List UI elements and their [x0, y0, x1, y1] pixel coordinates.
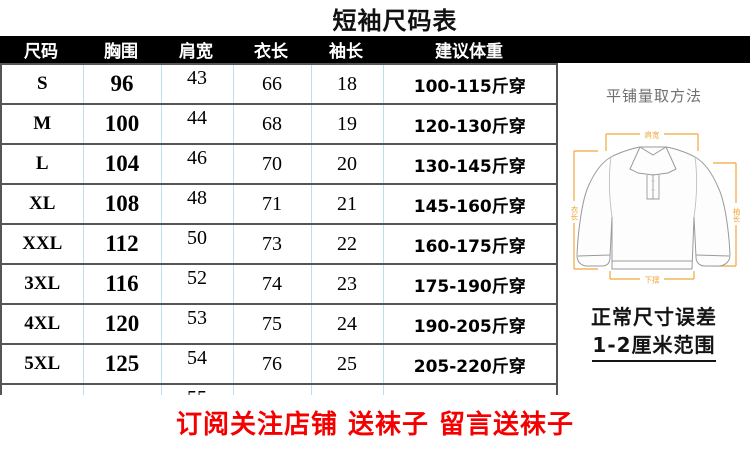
cell-shoulder: 44 [160, 103, 234, 144]
cell-size: 5XL [0, 343, 84, 384]
button-placket [646, 175, 660, 200]
collar [629, 146, 677, 176]
tolerance-note: 正常尺寸误差 1-2厘米范围 [558, 303, 750, 362]
sleeve-label-bg [731, 203, 742, 225]
table-header-bar [0, 36, 750, 63]
promo-banner-text: 订阅关注店铺 送袜子 留言送袜子 [175, 410, 575, 440]
cell-shoulder: 43 [160, 63, 234, 104]
shoulder-label-bg [640, 129, 664, 139]
column-header-weight: 建议体重 [435, 42, 503, 62]
cell-shoulder: 46 [160, 143, 234, 184]
cell-shoulder: 52 [160, 263, 234, 304]
cell-sleeve: 23 [310, 263, 384, 304]
polo-shirt-outline [576, 146, 731, 270]
column-header-sleeve: 袖长 [329, 42, 363, 62]
cell-sleeve: 24 [310, 303, 384, 344]
cell-size: S [0, 63, 84, 104]
cell-size: 4XL [0, 303, 84, 344]
table-header-row: 尺码 胸围 肩宽 衣长 袖长 建议体重 [0, 36, 556, 63]
cell-weight: 130-145斤穿 [382, 143, 558, 184]
hem-label: 下摆 [645, 275, 660, 285]
cell-sleeve: 18 [310, 63, 384, 104]
cell-weight: 190-205斤穿 [382, 303, 558, 344]
cell-length: 68 [232, 103, 312, 144]
cell-length: 76 [232, 343, 312, 384]
length-label: 衣长 [570, 204, 579, 222]
cell-bust: 108 [82, 183, 162, 224]
table-row: 4XL 120 53 75 24 190-205斤穿 [0, 303, 558, 344]
cell-sleeve: 21 [310, 183, 384, 224]
table-row: XXL 112 50 73 22 160-175斤穿 [0, 223, 558, 264]
cell-size: L [0, 143, 84, 184]
cell-bust: 116 [82, 263, 162, 304]
cell-sleeve: 20 [310, 143, 384, 184]
cell-bust: 120 [82, 303, 162, 344]
cell-weight: 205-220斤穿 [382, 343, 558, 384]
cell-bust: 104 [82, 143, 162, 184]
cell-shoulder: 54 [160, 343, 234, 384]
cell-weight: 145-160斤穿 [382, 183, 558, 224]
page-title-bar: 短袖尺码表 [0, 0, 750, 36]
cell-size: M [0, 103, 84, 144]
measurement-panel: 平铺量取方法 肩宽 衣长 [556, 63, 750, 395]
table-row: L 104 46 70 20 130-145斤穿 [0, 143, 558, 184]
cell-length: 75 [232, 303, 312, 344]
cell-bust: 96 [82, 63, 162, 104]
table-row: S 96 43 66 18 100-115斤穿 [0, 63, 558, 104]
column-header-size: 尺码 [24, 42, 58, 62]
table-row: XL 108 48 71 21 145-160斤穿 [0, 183, 558, 224]
sleeve-seams [609, 156, 697, 218]
table-row: 5XL 125 54 76 25 205-220斤穿 [0, 343, 558, 384]
cell-weight: 100-115斤穿 [382, 63, 558, 104]
cuffs [577, 254, 730, 257]
cell-size: XXL [0, 223, 84, 264]
column-header-bust: 胸围 [104, 42, 138, 62]
table-row: 3XL 116 52 74 23 175-190斤穿 [0, 263, 558, 304]
cell-length: 66 [232, 63, 312, 104]
cell-length: 74 [232, 263, 312, 304]
cell-weight: 160-175斤穿 [382, 223, 558, 264]
cell-bust: 125 [82, 343, 162, 384]
length-label-bg [569, 201, 580, 223]
column-header-length: 衣长 [254, 42, 288, 62]
tolerance-note-line2: 1-2厘米范围 [592, 331, 716, 362]
cell-shoulder: 50 [160, 223, 234, 264]
cell-sleeve: 19 [310, 103, 384, 144]
cell-weight: 120-130斤穿 [382, 103, 558, 144]
cell-sleeve: 22 [310, 223, 384, 264]
buttons [651, 179, 655, 192]
cell-size: 3XL [0, 263, 84, 304]
cell-shoulder: 53 [160, 303, 234, 344]
cell-length: 73 [232, 223, 312, 264]
hem-label-bg [640, 274, 664, 284]
cell-size: XL [0, 183, 84, 224]
size-table: S 96 43 66 18 100-115斤穿 M 100 44 68 19 1… [0, 63, 558, 425]
cell-weight: 175-190斤穿 [382, 263, 558, 304]
diagram-title: 平铺量取方法 [605, 87, 702, 105]
cell-length: 71 [232, 183, 312, 224]
page-title: 短袖尺码表 [332, 6, 458, 35]
column-header-shoulder: 肩宽 [179, 42, 213, 62]
sleeve-label: 袖长 [732, 206, 741, 224]
size-table-body: S 96 43 66 18 100-115斤穿 M 100 44 68 19 1… [0, 63, 558, 425]
shoulder-label: 肩宽 [645, 130, 660, 140]
cell-sleeve: 25 [310, 343, 384, 384]
cell-length: 70 [232, 143, 312, 184]
garment-diagram: 肩宽 衣长 袖长 胸围 [569, 129, 742, 285]
cell-bust: 100 [82, 103, 162, 144]
cell-shoulder: 48 [160, 183, 234, 224]
promo-banner: 订阅关注店铺 送袜子 留言送袜子 [0, 395, 750, 450]
table-row: M 100 44 68 19 120-130斤穿 [0, 103, 558, 144]
cell-bust: 112 [82, 223, 162, 264]
tolerance-note-line1: 正常尺寸误差 [591, 305, 717, 329]
